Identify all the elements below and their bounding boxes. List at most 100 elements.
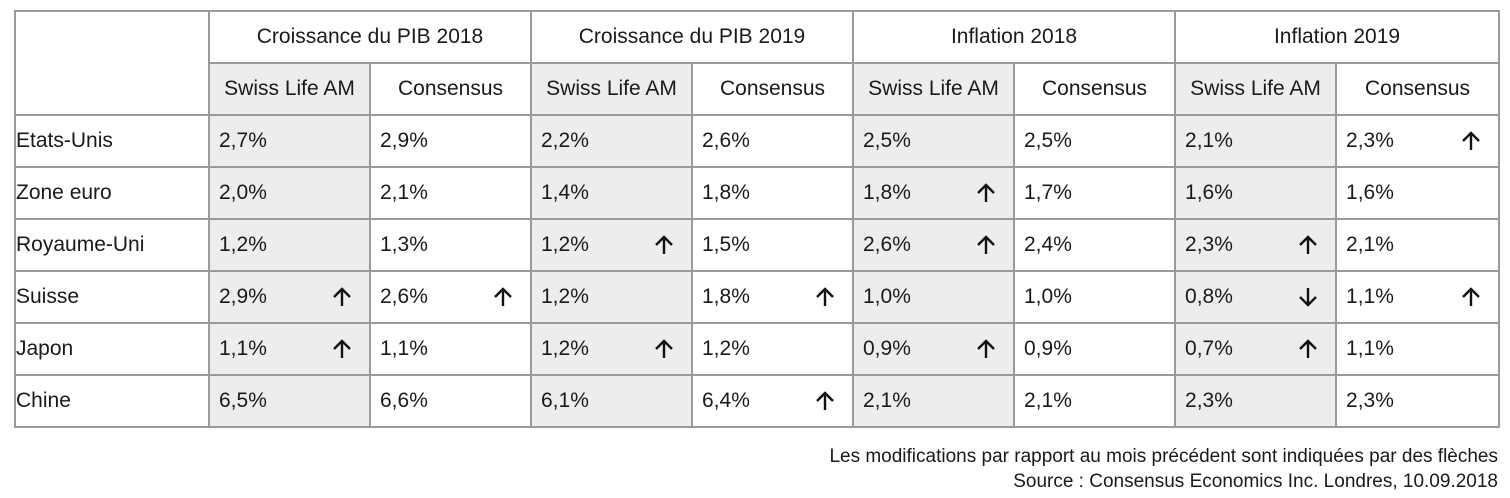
table-cell: 1,7% — [1012, 166, 1177, 220]
country-label: Etats-Unis — [14, 114, 210, 168]
cell-value: 2,9% — [380, 129, 428, 152]
table-cell: 0,9% — [1012, 322, 1177, 376]
sub-header: Consensus — [691, 62, 854, 116]
table-cell: 2,0% — [208, 166, 371, 220]
cell-value: 2,3% — [1185, 389, 1233, 412]
table-cell: 2,3% — [1335, 114, 1501, 168]
cell-value: 6,1% — [541, 389, 589, 412]
table-cell: 1,2% — [530, 322, 693, 376]
table-cell: 6,5% — [208, 374, 371, 428]
cell-value: 1,1% — [219, 337, 267, 360]
arrow-up-icon — [1297, 234, 1319, 256]
table-cell: 1,4% — [530, 166, 693, 220]
table-cell: 0,7% — [1174, 322, 1338, 376]
cell-value: 2,1% — [1024, 389, 1072, 412]
table-cell: 1,0% — [1012, 270, 1177, 324]
cell-value: 1,3% — [380, 233, 428, 256]
forecast-table-container: Croissance du PIB 2018 Croissance du PIB… — [14, 10, 1501, 428]
table-cell: 2,1% — [852, 374, 1015, 428]
table-cell: 2,9% — [208, 270, 371, 324]
cell-value: 2,6% — [702, 129, 750, 152]
cell-value: 0,7% — [1185, 337, 1233, 360]
cell-value: 6,5% — [219, 389, 267, 412]
forecast-table: Croissance du PIB 2018 Croissance du PIB… — [14, 10, 1501, 428]
sub-header: Consensus — [369, 62, 532, 116]
arrow-up-icon — [653, 338, 675, 360]
table-cell: 1,1% — [1335, 322, 1501, 376]
table-cell: 2,4% — [1012, 218, 1177, 272]
corner-cell — [14, 10, 210, 116]
cell-value: 1,0% — [1024, 285, 1072, 308]
table-cell: 2,2% — [530, 114, 693, 168]
table-cell: 2,1% — [1335, 218, 1501, 272]
arrow-up-icon — [975, 234, 997, 256]
cell-value: 1,5% — [702, 233, 750, 256]
arrow-up-icon — [653, 234, 675, 256]
cell-value: 2,2% — [541, 129, 589, 152]
table-cell: 0,8% — [1174, 270, 1338, 324]
table-cell: 2,3% — [1335, 374, 1501, 428]
table-cell: 2,6% — [852, 218, 1015, 272]
cell-value: 1,2% — [541, 285, 589, 308]
cell-value: 1,8% — [702, 285, 750, 308]
cell-value: 2,1% — [1185, 129, 1233, 152]
cell-value: 2,7% — [219, 129, 267, 152]
country-label: Japon — [14, 322, 210, 376]
sub-header-row: Swiss Life AM Consensus Swiss Life AM Conse… — [15, 62, 1501, 116]
cell-value: 1,1% — [380, 337, 428, 360]
cell-value: 1,1% — [1346, 285, 1394, 308]
cell-value: 1,2% — [541, 337, 589, 360]
table-cell: 1,8% — [691, 166, 854, 220]
cell-value: 0,8% — [1185, 285, 1233, 308]
table-cell: 1,0% — [852, 270, 1015, 324]
sub-header: Consensus — [1335, 62, 1501, 116]
table-cell: 2,5% — [1012, 114, 1177, 168]
cell-value: 6,6% — [380, 389, 428, 412]
table-cell: 6,1% — [530, 374, 693, 428]
cell-value: 2,4% — [1024, 233, 1072, 256]
table-row: Suisse 2,9% 2,6% 1,2% 1,8% 1,0% 1,0% 0,8% 1,1% — [14, 270, 1501, 324]
table-row: Japon 1,1% 1,1% 1,2% 1,2% 0,9% 0,9% 0,7% 1,1% — [14, 322, 1501, 376]
table-cell: 6,4% — [691, 374, 854, 428]
cell-value: 1,2% — [702, 337, 750, 360]
group-header: Croissance du PIB 2019 — [530, 10, 854, 64]
sub-header: Swiss Life AM — [852, 62, 1015, 116]
table-body: Etats-Unis 2,7% 2,9% 2,2% 2,6% 2,5% 2,5% 2,1% 2,… — [14, 114, 1501, 428]
cell-value: 2,1% — [863, 389, 911, 412]
table-cell: 1,8% — [691, 270, 854, 324]
table-cell: 1,2% — [691, 322, 854, 376]
source-note: Source : Consensus Economics Inc. Londre… — [1013, 471, 1498, 492]
cell-value: 0,9% — [863, 337, 911, 360]
cell-value: 2,3% — [1185, 233, 1233, 256]
cell-value: 1,6% — [1185, 181, 1233, 204]
table-row: Etats-Unis 2,7% 2,9% 2,2% 2,6% 2,5% 2,5% 2,1% 2,… — [14, 114, 1501, 168]
table-cell: 2,6% — [369, 270, 532, 324]
arrow-up-icon — [814, 286, 836, 308]
country-label: Suisse — [14, 270, 210, 324]
cell-value: 2,1% — [380, 181, 428, 204]
table-cell: 2,7% — [208, 114, 371, 168]
country-label: Royaume-Uni — [14, 218, 210, 272]
sub-header: Consensus — [1012, 62, 1177, 116]
arrow-up-icon — [331, 338, 353, 360]
sub-header: Swiss Life AM — [530, 62, 693, 116]
table-cell: 1,1% — [208, 322, 371, 376]
cell-value: 2,5% — [863, 129, 911, 152]
cell-value: 2,1% — [1346, 233, 1394, 256]
table-row: Zone euro 2,0% 2,1% 1,4% 1,8% 1,8% 1,7% 1,6% 1,6… — [14, 166, 1501, 220]
cell-value: 0,9% — [1024, 337, 1072, 360]
table-cell: 1,1% — [1335, 270, 1501, 324]
table-cell: 2,1% — [1012, 374, 1177, 428]
arrow-up-icon — [1297, 338, 1319, 360]
arrow-up-icon — [1460, 130, 1482, 152]
arrow-down-icon — [1297, 286, 1319, 308]
table-cell: 2,5% — [852, 114, 1015, 168]
table-cell: 2,1% — [369, 166, 532, 220]
group-header: Inflation 2018 — [851, 10, 1177, 64]
cell-value: 1,2% — [219, 233, 267, 256]
cell-value: 2,6% — [863, 233, 911, 256]
table-cell: 2,3% — [1174, 374, 1338, 428]
arrow-up-icon — [492, 286, 514, 308]
table-cell: 1,6% — [1335, 166, 1501, 220]
table-cell: 1,5% — [691, 218, 854, 272]
